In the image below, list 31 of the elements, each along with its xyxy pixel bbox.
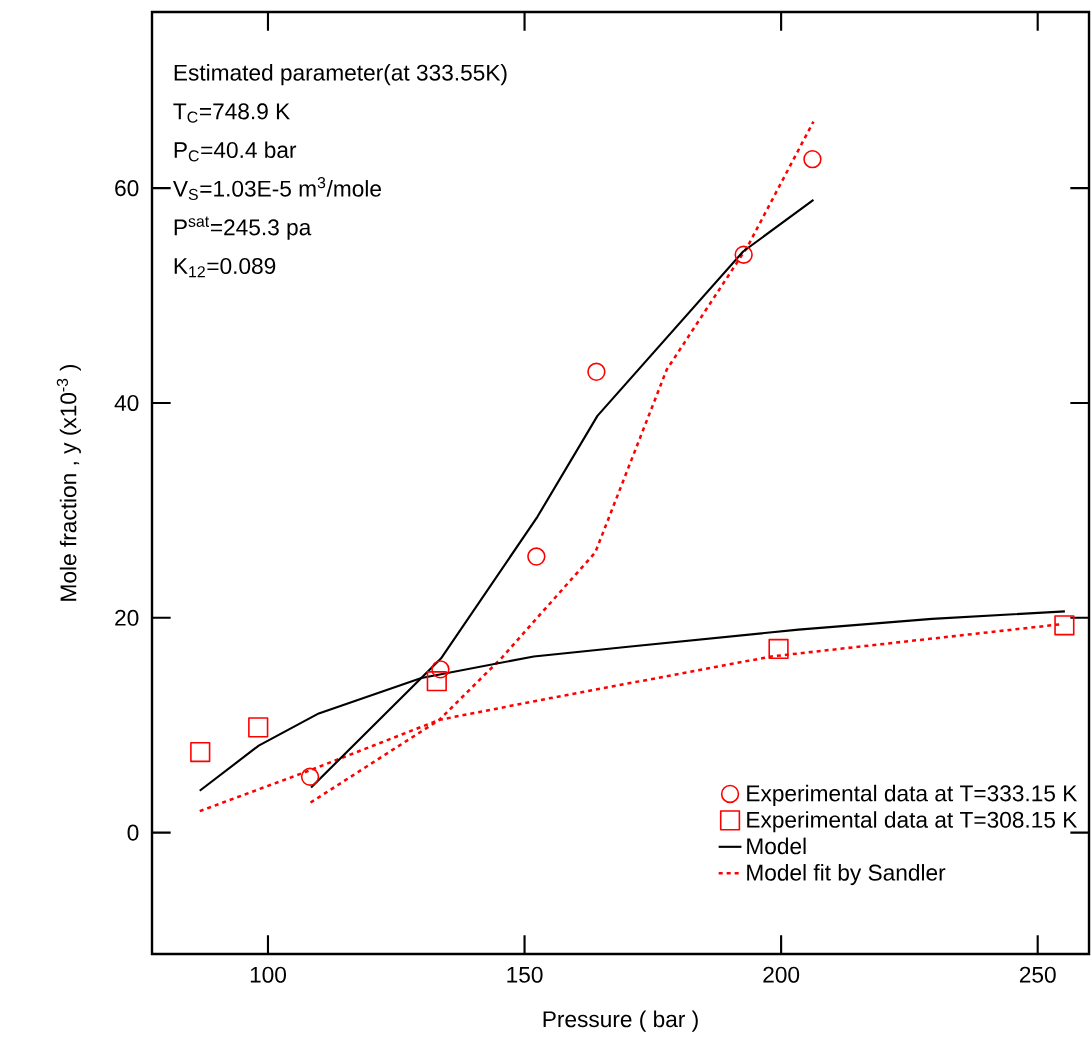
point (734, 245, 753, 264)
annotation: P$_{C}$=40.4 bar (174, 141, 297, 162)
y-tick-label: 40 (114, 394, 139, 411)
point (803, 149, 822, 169)
annotation: V$_{S}$=1.03E-5 m$^{3}$/mole (172, 177, 381, 201)
point (1054, 615, 1075, 636)
legend-label: Experimental data at T=308.15 K (747, 811, 1078, 833)
x-axis-title: Pressure ( bar ) (543, 1010, 698, 1032)
legend-label: Model fit by Sandler (747, 864, 946, 886)
annotation: T$_{C}$=748.9 K (173, 103, 290, 123)
point (527, 547, 546, 566)
point (587, 362, 606, 382)
point (248, 717, 269, 738)
y-axis-title: Mole fraction , y (x10$^{-3}$ ) (56, 364, 81, 601)
x-tick-label: 250 (1019, 966, 1056, 983)
x-tick-label: 150 (507, 966, 543, 983)
x-tick-label: 200 (763, 966, 800, 983)
y-tick-label: 60 (115, 180, 139, 197)
legend-label: Model (747, 837, 806, 855)
x-tick-label: 100 (250, 966, 286, 983)
annotation: K$_{12}$=0.089 (174, 257, 276, 278)
point (768, 638, 789, 660)
legend-label: Experimental data at T=333.15 K (747, 784, 1078, 806)
point (300, 767, 320, 786)
y-tick-label: 20 (115, 609, 139, 626)
point (431, 660, 450, 679)
y-tick-label: 0 (127, 824, 139, 841)
point (426, 671, 447, 692)
point (190, 741, 211, 763)
annotation: P$^{sat}$=245.3 pa (174, 216, 312, 240)
annotation: Estimated parameter(at 333.55K) (174, 64, 507, 86)
